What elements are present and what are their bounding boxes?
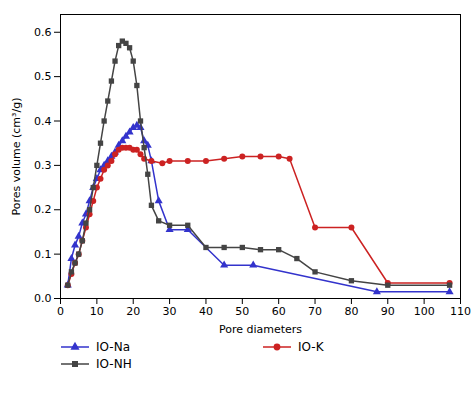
- svg-text:20: 20: [126, 305, 140, 318]
- html-text:IO-NH: IO-NH: [96, 357, 132, 371]
- svg-text:80: 80: [344, 305, 358, 318]
- svg-text:90: 90: [381, 305, 395, 318]
- svg-text:0.3: 0.3: [34, 159, 52, 172]
- svg-text:60: 60: [272, 305, 286, 318]
- svg-text:0.1: 0.1: [34, 248, 52, 261]
- svg-text:Pores volume (cm³/g): Pores volume (cm³/g): [10, 98, 23, 216]
- svg-text:70: 70: [308, 305, 322, 318]
- html-text:IO-K: IO-K: [298, 340, 324, 354]
- svg-text:110: 110: [450, 305, 471, 318]
- svg-text:100: 100: [414, 305, 435, 318]
- svg-text:0.0: 0.0: [34, 292, 52, 305]
- svg-text:0.4: 0.4: [34, 115, 52, 128]
- svg-text:0: 0: [57, 305, 64, 318]
- svg-text:40: 40: [199, 305, 213, 318]
- svg-text:30: 30: [163, 305, 177, 318]
- svg-text:0.6: 0.6: [34, 26, 52, 39]
- svg-text:50: 50: [235, 305, 249, 318]
- svg-text:0.5: 0.5: [34, 70, 52, 83]
- svg-text:0.2: 0.2: [34, 203, 52, 216]
- svg-text:Pore diameters: Pore diameters: [219, 323, 302, 336]
- svg-text:10: 10: [90, 305, 104, 318]
- html-text:IO-Na: IO-Na: [96, 340, 130, 354]
